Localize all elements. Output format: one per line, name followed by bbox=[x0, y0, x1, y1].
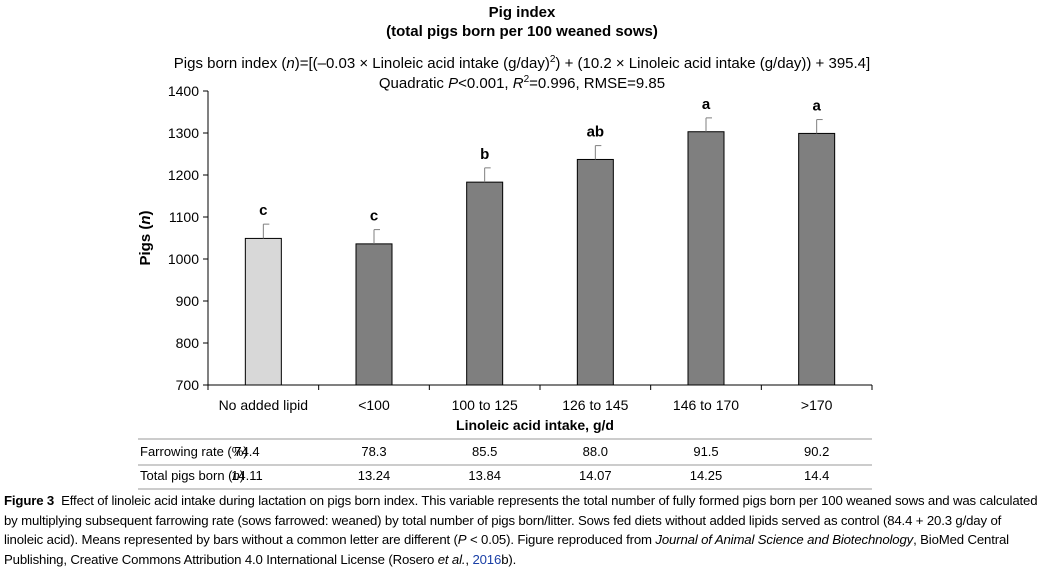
significance-letter: b bbox=[480, 146, 489, 163]
table-cell: 85.5 bbox=[472, 444, 497, 459]
category-label: <100 bbox=[358, 397, 390, 413]
caption-text-5: b). bbox=[501, 551, 517, 567]
category-label: 146 to 170 bbox=[673, 397, 739, 413]
table-cell: 91.5 bbox=[693, 444, 718, 459]
table-cell: 13.84 bbox=[468, 468, 501, 483]
equation-line-1: Pigs born index (n)=[(–0.03 × Linoleic a… bbox=[174, 54, 870, 72]
caption-text-3: , BioMed Central Publishing, Creative Co… bbox=[4, 532, 1009, 567]
caption-year-link[interactable]: 2016 bbox=[472, 551, 502, 567]
significance-letter: a bbox=[812, 98, 821, 115]
table-cell: 14.07 bbox=[579, 468, 612, 483]
table-cell: 13.24 bbox=[358, 468, 391, 483]
caption-etal: et al. bbox=[437, 551, 466, 567]
significance-letter: ab bbox=[587, 124, 605, 141]
y-tick-label: 1200 bbox=[168, 167, 199, 183]
y-tick-label: 1100 bbox=[169, 209, 199, 225]
table-cell: 90.2 bbox=[804, 444, 829, 459]
significance-letter: a bbox=[702, 96, 711, 113]
caption-p: P bbox=[457, 532, 467, 547]
y-tick-label: 1000 bbox=[168, 251, 199, 267]
category-label: 126 to 145 bbox=[562, 397, 628, 413]
bar bbox=[687, 131, 725, 386]
bar bbox=[576, 158, 614, 386]
table-cell: 74.4 bbox=[234, 444, 259, 459]
chart-subtitle: (total pigs born per 100 weaned sows) bbox=[386, 23, 658, 40]
y-tick-label: 900 bbox=[176, 293, 200, 309]
category-label: >170 bbox=[801, 397, 833, 413]
y-axis-label: Pigs (n) bbox=[137, 210, 154, 265]
y-tick-label: 800 bbox=[176, 335, 200, 351]
data-table: Farrowing rate (%)74.4 78.3 85.5 88.0 91.5 90… bbox=[138, 438, 872, 490]
caption-text-4: , bbox=[465, 551, 473, 567]
category-label: No added lipid bbox=[219, 397, 309, 413]
table-cell: 14.11 bbox=[231, 468, 263, 483]
bar bbox=[244, 237, 282, 386]
caption-text: Effect of linoleic acid intake during la… bbox=[4, 493, 1038, 547]
table-row-label: Total pigs born (n) bbox=[140, 468, 244, 483]
pig-index-chart: Pig index (total pigs born per 100 weane… bbox=[137, 4, 873, 490]
bar bbox=[798, 132, 836, 386]
significance-letter: c bbox=[259, 202, 267, 219]
bar bbox=[355, 243, 393, 386]
equation-line-2: Quadratic P<0.001, R2=0.996, RMSE=9.85 bbox=[379, 74, 665, 92]
figure-caption: Figure 3 Effect of linoleic acid intake … bbox=[4, 491, 1040, 569]
chart-title: Pig index bbox=[489, 4, 556, 21]
table-cell: 14.25 bbox=[690, 468, 723, 483]
caption-journal: Journal of Animal Science and Biotechnol… bbox=[655, 532, 914, 547]
bar bbox=[466, 181, 504, 386]
y-tick-label: 700 bbox=[176, 377, 200, 393]
y-tick-label: 1400 bbox=[168, 83, 199, 99]
y-tick-label: 1300 bbox=[168, 125, 199, 141]
significance-letter: c bbox=[370, 208, 378, 225]
table-cell: 88.0 bbox=[583, 444, 608, 459]
table-cell: 14.4 bbox=[804, 468, 829, 483]
caption-text-2: < 0.05). Figure reproduced from bbox=[466, 532, 656, 547]
table-cell: 78.3 bbox=[361, 444, 386, 459]
x-axis-label: Linoleic acid intake, g/d bbox=[456, 417, 614, 433]
category-label: 100 to 125 bbox=[452, 397, 518, 413]
plot-area: 700 800 900 1000 1100 1200 1300 1400 c No added l… bbox=[168, 83, 873, 413]
table-row-label: Farrowing rate (%) bbox=[140, 444, 248, 459]
caption-label: Figure 3 bbox=[4, 493, 55, 508]
